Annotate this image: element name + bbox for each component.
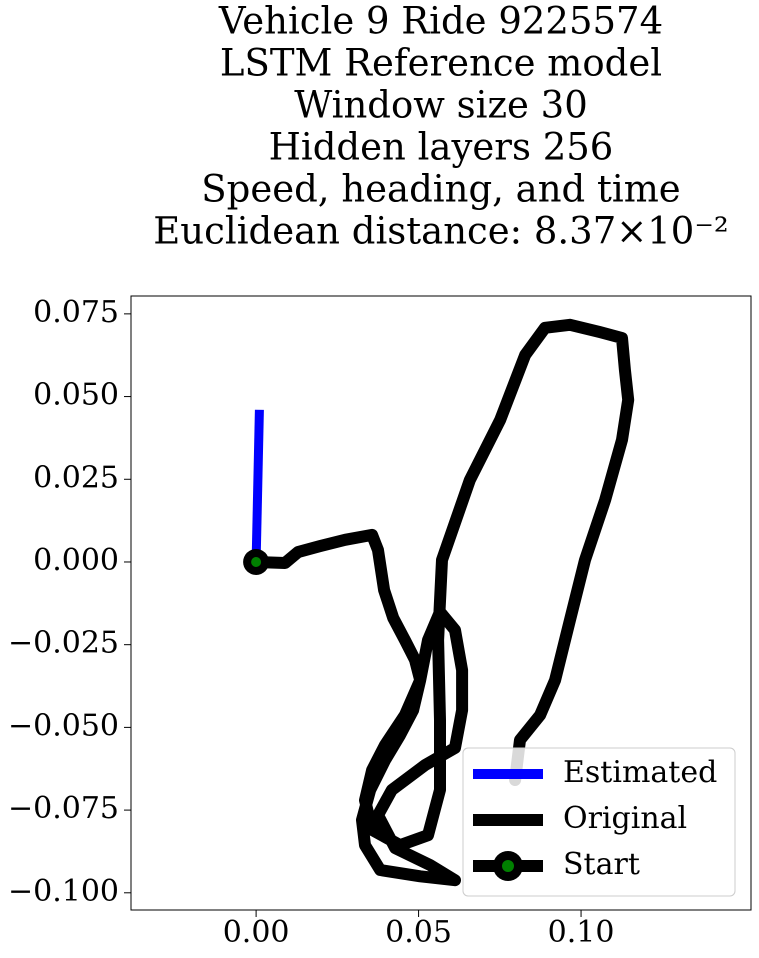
y-tick-label: 0.025 [33,460,119,495]
trajectory-line [250,318,635,887]
legend-label: Estimated [563,755,717,790]
legend-label: Original [563,801,687,836]
chart-title: Hidden layers 256 [269,126,614,169]
chart-title: Speed, heading, and time [201,168,680,211]
y-tick-label: 0.000 [33,543,119,578]
start-marker-center [251,556,262,567]
chart-title: Vehicle 9 Ride 9225574 [218,0,663,43]
y-tick-label: −0.050 [8,708,119,743]
x-tick-label: 0.00 [223,915,290,950]
x-tick-label: 0.05 [385,915,452,950]
legend-marker-center [502,860,514,872]
legend-label: Start [563,847,640,882]
x-tick-label: 0.10 [548,915,615,950]
legend-box [462,747,736,897]
y-tick-label: 0.050 [33,378,119,413]
chart-title: Window size 30 [294,84,588,127]
y-tick-label: −0.075 [8,791,119,826]
chart-title: Euclidean distance: 8.37×10⁻² [153,210,728,253]
y-tick-label: 0.075 [33,295,119,330]
chart-title: LSTM Reference model [220,42,662,85]
plot-frame [130,295,752,911]
y-tick-label: −0.100 [8,874,119,909]
plot-area [243,318,635,887]
y-tick-label: −0.025 [8,626,119,661]
trajectory-line [251,409,264,563]
